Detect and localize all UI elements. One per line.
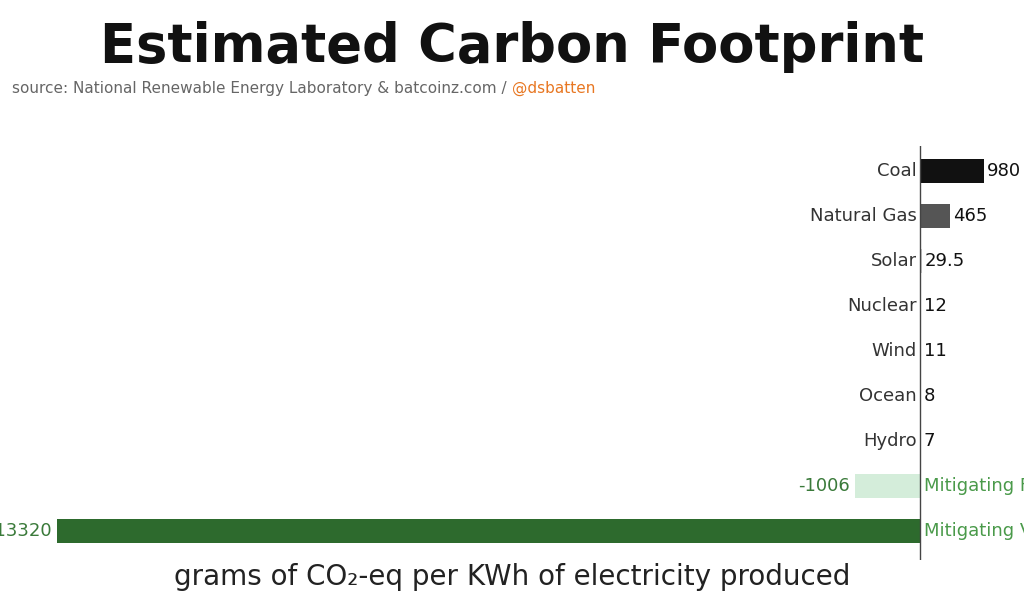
Text: Mitigating Flared Methane: Mitigating Flared Methane [924, 477, 1024, 495]
Text: -13320: -13320 [0, 522, 52, 540]
Bar [921, 249, 923, 273]
Text: grams of CO₂-eq per KWh of electricity produced: grams of CO₂-eq per KWh of electricity p… [174, 563, 850, 591]
Text: @dsbatten: @dsbatten [512, 81, 595, 96]
Text: 8: 8 [924, 387, 935, 405]
Text: -1006: -1006 [798, 477, 850, 495]
Text: Natural Gas: Natural Gas [810, 207, 918, 225]
Text: Nuclear: Nuclear [848, 297, 918, 315]
Text: 29.5: 29.5 [925, 252, 965, 270]
Text: Estimated Carbon Footprint: Estimated Carbon Footprint [100, 21, 924, 73]
Bar [855, 474, 921, 498]
Text: Hydro: Hydro [863, 432, 918, 450]
Text: Coal: Coal [878, 162, 918, 180]
Text: Solar: Solar [871, 252, 918, 270]
Text: 465: 465 [953, 207, 987, 225]
Text: Wind: Wind [871, 342, 918, 360]
Text: Ocean: Ocean [859, 387, 918, 405]
Bar [921, 159, 984, 183]
Text: Mitigating Vented Methane: Mitigating Vented Methane [924, 522, 1024, 540]
Text: 11: 11 [924, 342, 946, 360]
Text: 7: 7 [924, 432, 935, 450]
Bar [921, 204, 950, 228]
Bar [57, 519, 921, 543]
Text: source: National Renewable Energy Laboratory & batcoinz.com /: source: National Renewable Energy Labora… [12, 81, 512, 96]
Text: 12: 12 [924, 297, 946, 315]
Text: 980: 980 [986, 162, 1021, 180]
